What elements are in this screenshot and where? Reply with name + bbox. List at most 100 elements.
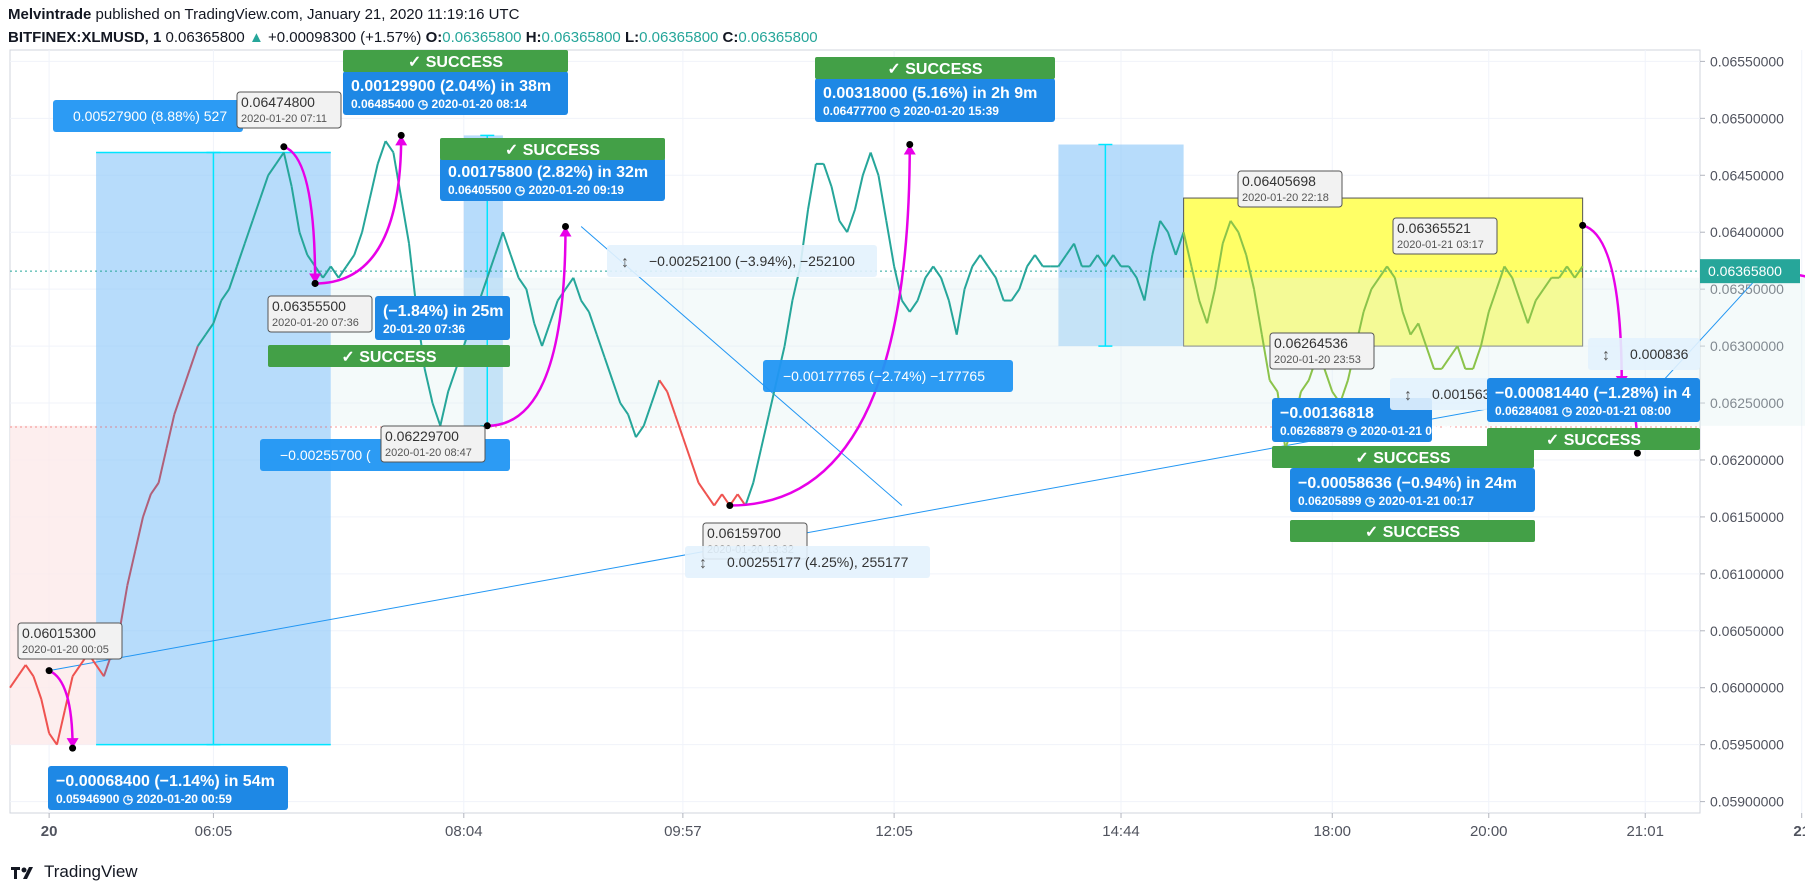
price-segment — [368, 163, 379, 199]
price-segment — [1135, 277, 1146, 301]
price-segment — [674, 414, 684, 438]
price-segment — [525, 288, 536, 324]
result-badge — [440, 157, 665, 201]
price-segment — [979, 254, 989, 267]
price-segment — [971, 254, 982, 267]
price-segment — [1026, 254, 1036, 267]
range-label-box — [1390, 378, 1500, 410]
price-segment — [1417, 322, 1428, 347]
price-segment — [1151, 220, 1162, 256]
x-tick-label: 21:01 — [1626, 823, 1664, 840]
footer-brand[interactable]: TradingView — [10, 862, 138, 882]
price-segment — [681, 436, 692, 461]
range-measure-box — [1058, 144, 1184, 347]
success-badge — [440, 138, 665, 160]
price-label-value: 0.06355500 — [272, 298, 346, 314]
price-segment — [901, 299, 911, 313]
price-segment — [1370, 277, 1381, 290]
price-segment — [384, 140, 395, 154]
price-segment — [838, 220, 849, 233]
last-price: 0.06365800 — [165, 29, 245, 46]
price-segment — [1409, 322, 1420, 336]
price-label-value: 0.06015300 — [22, 625, 96, 641]
price-label-value: 0.06229700 — [385, 428, 459, 444]
price-segment — [963, 266, 974, 290]
price-segment — [1378, 265, 1388, 279]
price-segment — [541, 322, 551, 347]
price-segment — [861, 152, 872, 176]
result-badge-value: −0.00058636 (−0.94%) in 24m — [1298, 475, 1517, 492]
projection-arrow — [66, 738, 79, 749]
range-label-text: −0.00252100 (−3.94%), −252100 — [649, 253, 855, 269]
price-segment — [564, 277, 575, 290]
price-segment — [1260, 334, 1271, 381]
price-segment — [1065, 243, 1075, 256]
price-label-value: 0.06365521 — [1397, 220, 1471, 236]
price-segment — [713, 493, 723, 507]
projection-arrow — [559, 226, 572, 237]
y-tick-label: 0.06450000 — [1710, 167, 1784, 183]
price-segment — [807, 163, 817, 210]
price-segment — [126, 550, 137, 586]
price-segment — [24, 664, 35, 677]
price-segment — [173, 391, 184, 415]
y-tick-label: 0.06200000 — [1710, 452, 1784, 468]
price-segment — [736, 493, 747, 507]
projection-arrow — [903, 144, 916, 155]
y-tick-label: 0.06150000 — [1710, 509, 1784, 525]
pivot-point — [726, 502, 734, 510]
price-segment — [627, 414, 637, 438]
range-label-text: −0.00255700 ( — [280, 447, 371, 463]
result-badge-detail: 0.06268879 ◷ 2020-01-21 00:02 — [1280, 424, 1456, 438]
price-segment — [517, 277, 528, 290]
symbol-info-bar: BITFINEX:XLMUSD, 1 0.06365800 ▲ +0.00098… — [8, 29, 818, 46]
price-segment — [580, 299, 590, 313]
price-label-value: 0.06159700 — [707, 525, 781, 541]
price-segment — [650, 379, 661, 404]
price-label-box — [267, 295, 373, 333]
price-segment — [267, 163, 277, 176]
price-segment — [9, 675, 19, 689]
result-badge-value: −0.00081440 (−1.28%) in 4 — [1495, 385, 1691, 402]
publisher-name[interactable]: Melvintrade — [8, 6, 92, 23]
price-segment — [940, 277, 950, 301]
last-price-tag — [1700, 259, 1800, 284]
success-label: ✓ SUCCESS — [408, 54, 504, 71]
price-segment — [212, 300, 223, 324]
price-segment — [830, 186, 841, 222]
pivot-point — [483, 422, 491, 430]
price-segment — [157, 448, 168, 483]
price-segment — [165, 414, 176, 449]
symbol-name[interactable]: BITFINEX:XLMUSD, 1 — [8, 29, 162, 46]
success-badge — [343, 50, 568, 72]
price-label-value: 0.06474800 — [241, 94, 315, 110]
price-segment — [189, 345, 199, 370]
price-segment — [95, 664, 105, 677]
price-segment — [243, 220, 254, 244]
price-segment — [744, 482, 755, 506]
y-tick-label: 0.06500000 — [1710, 110, 1784, 126]
price-segment — [1088, 254, 1099, 267]
price-segment — [1362, 288, 1373, 313]
projection-arrow — [395, 135, 408, 146]
price-segment — [400, 197, 411, 244]
range-icon: ↕ — [1602, 347, 1610, 364]
price-segment — [595, 334, 606, 358]
price-segment — [150, 482, 160, 495]
price-segment — [235, 243, 246, 267]
price-segment — [353, 231, 364, 256]
result-badge-value: −0.00136818 — [1280, 405, 1374, 422]
up-arrow-icon: ▲ — [248, 29, 264, 46]
price-segment — [63, 676, 74, 711]
price-segment — [822, 163, 833, 187]
price-segment — [1229, 220, 1240, 233]
price-segment — [1198, 300, 1209, 324]
range-label-text: 0.00255177 (4.25%), 255177 — [727, 554, 909, 570]
price-segment — [1245, 254, 1256, 290]
price-segment — [533, 322, 543, 347]
price-segment — [447, 368, 457, 392]
result-badge-value: (−1.84%) in 25m — [383, 303, 504, 320]
price-segment — [196, 334, 207, 347]
result-badge — [815, 78, 1055, 122]
